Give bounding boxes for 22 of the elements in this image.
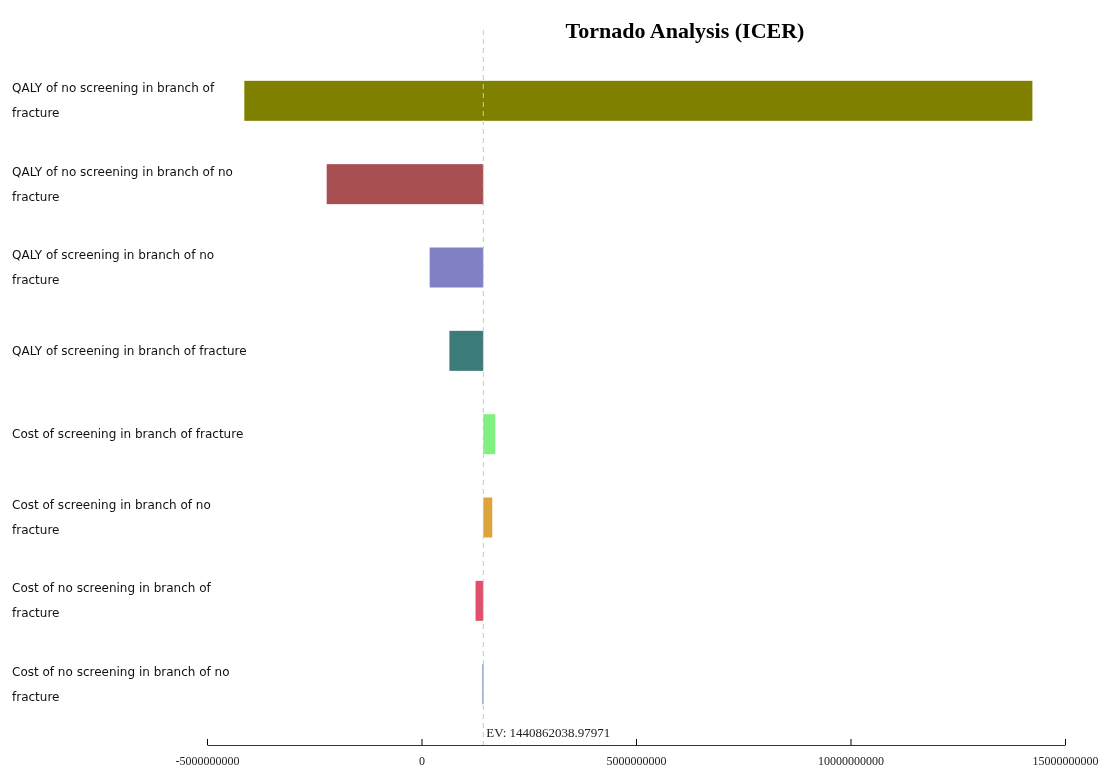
bar — [449, 330, 484, 371]
bar — [483, 497, 493, 538]
bar — [429, 247, 484, 288]
bar — [475, 580, 484, 621]
bar — [483, 414, 496, 455]
x-tick-label: 0 — [419, 753, 425, 768]
chart-title: Tornado Analysis (ICER) — [565, 18, 805, 43]
x-tick-label: 5000000000 — [606, 753, 667, 768]
x-tick-label: 15000000000 — [1032, 753, 1099, 768]
y-tick-label: Cost of screening in branch of no fracture — [12, 498, 211, 537]
y-tick-label: Cost of screening in branch of fracture — [12, 427, 244, 442]
bar — [244, 80, 1033, 121]
ref-line-label: EV: 1440862038.97971 — [486, 725, 611, 740]
y-tick-label: QALY of screening in branch of no fracture — [12, 248, 215, 287]
bar — [326, 164, 484, 205]
y-tick-label: QALY of no screening in branch of no fracture — [12, 164, 233, 204]
x-tick-label: 10000000000 — [818, 753, 884, 768]
y-tick-label: QALY of screening in branch of fracture — [12, 343, 247, 358]
y-tick-label: QALY of no screening in branch of fracture — [12, 81, 218, 121]
y-tick-label: Cost of no screening in branch of no fracture — [12, 664, 230, 704]
x-tick-label: -5000000000 — [175, 753, 240, 768]
y-tick-label: Cost of no screening in branch of fracture — [12, 581, 212, 621]
